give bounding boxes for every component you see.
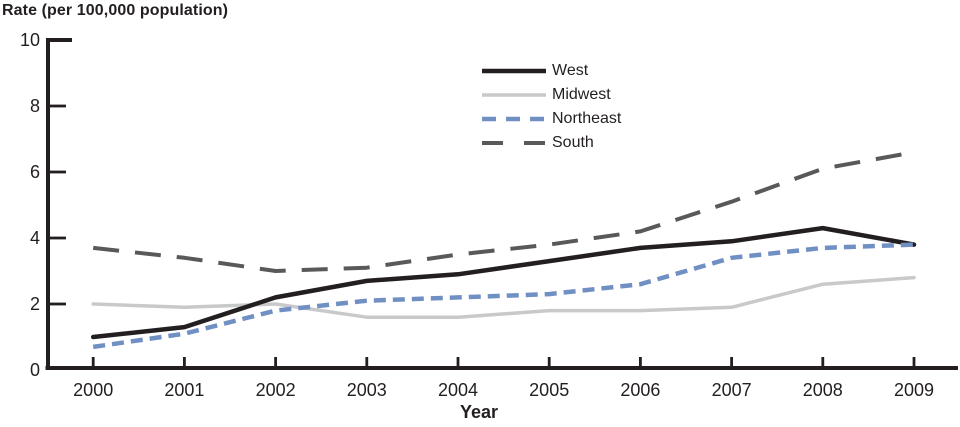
chart-title: Rate (per 100,000 population) bbox=[2, 2, 229, 19]
y-tick-label: 6 bbox=[30, 162, 40, 182]
series-line-south bbox=[92, 150, 915, 273]
x-tick-label: 2001 bbox=[164, 380, 204, 400]
legend-label: Midwest bbox=[552, 86, 611, 103]
legend-item-midwest: Midwest bbox=[482, 83, 621, 107]
x-tick-label: 2006 bbox=[620, 380, 660, 400]
x-tick-label: 2003 bbox=[347, 380, 387, 400]
legend-line-sample bbox=[482, 116, 546, 122]
y-tick-label: 0 bbox=[30, 360, 40, 380]
x-tick-label: 2008 bbox=[803, 380, 843, 400]
series-line-northeast bbox=[92, 242, 915, 350]
legend-line-sample bbox=[482, 93, 546, 97]
y-tick-label: 8 bbox=[30, 96, 40, 116]
series-line-west bbox=[90, 225, 917, 340]
y-tick-label: 10 bbox=[20, 30, 40, 50]
y-axis bbox=[46, 38, 72, 370]
x-tick-label: 2009 bbox=[894, 380, 934, 400]
y-tick-label: 4 bbox=[30, 228, 40, 248]
series-line-midwest bbox=[91, 275, 916, 319]
legend-item-south: South bbox=[482, 131, 621, 155]
chart-legend: West Midwest Northeast South bbox=[482, 59, 621, 155]
legend-label: West bbox=[552, 62, 589, 79]
x-tick-label: 2005 bbox=[529, 380, 569, 400]
legend-label: South bbox=[552, 134, 594, 151]
x-axis-title: Year bbox=[459, 402, 499, 422]
x-tick-label: 2004 bbox=[438, 380, 478, 400]
y-tick-label: 2 bbox=[30, 294, 40, 314]
x-tick-label: 2007 bbox=[712, 380, 752, 400]
x-tick-label: 2002 bbox=[256, 380, 296, 400]
axes: 0 2 4 6 8 10 2000 2001 2002 2003 2004 2005 2006 2007 2… bbox=[20, 30, 958, 400]
legend-label: Northeast bbox=[552, 110, 622, 127]
x-tick-label: 2000 bbox=[73, 380, 113, 400]
series-lines bbox=[90, 150, 917, 350]
legend-item-northeast: Northeast bbox=[482, 107, 621, 131]
legend-item-west: West bbox=[482, 59, 621, 83]
legend-line-sample bbox=[482, 141, 546, 145]
legend-line-sample bbox=[482, 68, 546, 74]
